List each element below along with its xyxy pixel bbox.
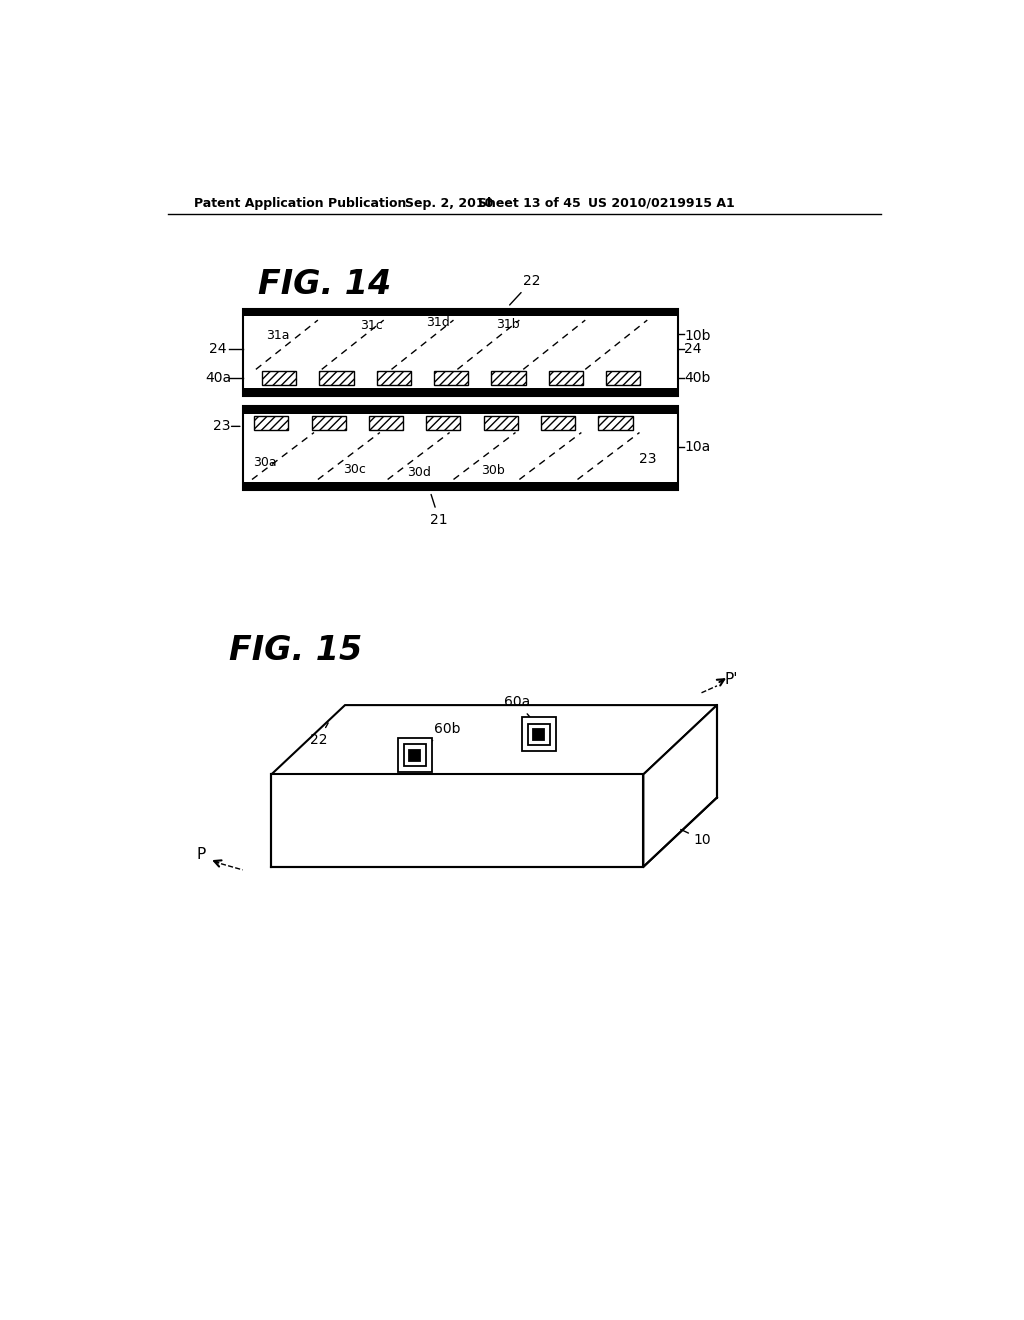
Text: 30d: 30d: [407, 466, 431, 479]
Bar: [377, 371, 411, 385]
Text: FIG. 14: FIG. 14: [258, 268, 391, 301]
Text: 31b: 31b: [496, 318, 520, 331]
Text: 30a: 30a: [254, 457, 278, 470]
Text: US 2010/0219915 A1: US 2010/0219915 A1: [588, 197, 734, 210]
Bar: [483, 416, 518, 430]
Text: 22: 22: [310, 723, 328, 747]
Text: 60a: 60a: [504, 694, 534, 721]
Text: P: P: [197, 847, 206, 862]
Text: 10b: 10b: [684, 329, 711, 342]
Polygon shape: [643, 705, 717, 867]
Bar: [311, 416, 346, 430]
Text: 60b: 60b: [421, 722, 461, 750]
Polygon shape: [271, 705, 717, 775]
Bar: [243, 388, 678, 396]
Bar: [541, 416, 575, 430]
Bar: [434, 371, 468, 385]
Text: 40b: 40b: [684, 371, 711, 385]
Text: 31a: 31a: [266, 330, 290, 342]
Bar: [534, 729, 544, 739]
Bar: [254, 416, 289, 430]
Bar: [397, 738, 432, 772]
Bar: [606, 371, 640, 385]
Bar: [243, 309, 678, 396]
Text: 24: 24: [209, 342, 227, 356]
Bar: [243, 482, 678, 490]
Bar: [492, 371, 525, 385]
Bar: [243, 309, 678, 317]
Text: P': P': [725, 672, 738, 688]
Bar: [369, 416, 403, 430]
Text: 23: 23: [213, 420, 230, 433]
Text: 31c: 31c: [360, 319, 383, 333]
Bar: [521, 718, 556, 751]
Bar: [528, 723, 550, 744]
Bar: [549, 371, 583, 385]
Bar: [319, 371, 353, 385]
Text: Patent Application Publication: Patent Application Publication: [194, 197, 407, 210]
Bar: [598, 416, 633, 430]
Bar: [426, 416, 461, 430]
Text: Sep. 2, 2010: Sep. 2, 2010: [406, 197, 494, 210]
Text: 22: 22: [510, 273, 541, 305]
Text: Sheet 13 of 45: Sheet 13 of 45: [478, 197, 581, 210]
Text: 40a: 40a: [206, 371, 231, 385]
Text: 24: 24: [684, 342, 701, 356]
Text: 30b: 30b: [480, 465, 505, 477]
Text: 21: 21: [430, 495, 447, 527]
Text: 31d: 31d: [426, 317, 451, 329]
Text: 10: 10: [681, 829, 712, 846]
Bar: [403, 744, 426, 766]
Bar: [243, 407, 678, 414]
Text: 10a: 10a: [684, 440, 711, 454]
Bar: [410, 750, 420, 760]
Text: 30c: 30c: [343, 462, 367, 475]
Text: FIG. 15: FIG. 15: [228, 635, 362, 668]
Bar: [262, 371, 296, 385]
Bar: [243, 407, 678, 490]
Polygon shape: [271, 775, 643, 867]
Text: 23: 23: [640, 451, 657, 466]
